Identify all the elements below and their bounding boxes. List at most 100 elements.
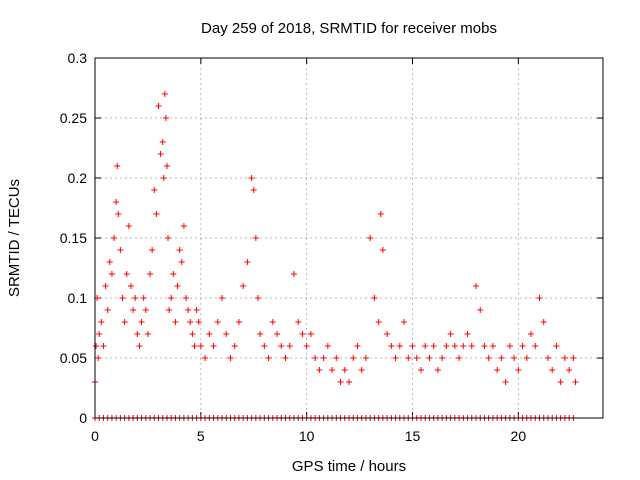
data-point <box>162 115 169 121</box>
data-point <box>121 319 128 325</box>
chart-title: Day 259 of 2018, SRMTID for receiver mob… <box>201 20 497 37</box>
data-point <box>375 319 382 325</box>
data-point <box>362 355 369 361</box>
data-point <box>481 343 488 349</box>
data-point <box>274 331 281 337</box>
data-point <box>286 343 293 349</box>
data-point <box>409 343 416 349</box>
data-point <box>127 283 134 289</box>
data-point <box>100 343 107 349</box>
data-point <box>396 343 403 349</box>
data-point <box>536 295 543 301</box>
data-point <box>125 223 132 229</box>
data-points <box>92 91 579 421</box>
data-point <box>464 331 471 337</box>
data-point <box>252 235 259 241</box>
data-point <box>134 331 141 337</box>
data-point <box>202 355 209 361</box>
data-point <box>290 271 297 277</box>
data-point <box>187 319 194 325</box>
axis-ticks: 0 0.05 0.1 0.15 0.2 0.25 0.3 0 5 10 15 20 <box>60 50 603 444</box>
y-axis-label: SRMTID / TECUs <box>6 179 23 297</box>
data-point <box>254 295 261 301</box>
x-tick-label: 15 <box>405 428 421 444</box>
data-point <box>235 319 242 325</box>
data-point <box>439 355 446 361</box>
data-point <box>456 355 463 361</box>
data-point <box>572 379 579 385</box>
data-point <box>443 343 450 349</box>
data-point <box>358 367 365 373</box>
data-point <box>498 355 505 361</box>
data-point <box>468 343 475 349</box>
data-point <box>113 199 120 205</box>
data-point <box>149 247 156 253</box>
data-point <box>244 259 251 265</box>
data-point <box>506 343 513 349</box>
data-point <box>282 355 289 361</box>
data-point <box>346 379 352 385</box>
data-point <box>189 331 196 337</box>
data-point <box>174 283 181 289</box>
data-point <box>299 331 306 337</box>
data-point <box>102 283 109 289</box>
data-point <box>123 271 130 277</box>
data-point <box>434 367 441 373</box>
data-point <box>561 355 568 361</box>
data-point <box>350 355 357 361</box>
data-point <box>117 247 124 253</box>
data-point <box>489 343 496 349</box>
data-point <box>111 235 118 241</box>
data-point <box>227 355 234 361</box>
data-point <box>540 319 547 325</box>
data-point <box>130 307 137 313</box>
data-point <box>106 259 113 265</box>
data-point <box>219 295 225 301</box>
data-point <box>460 343 467 349</box>
data-point <box>544 355 551 361</box>
data-point <box>178 259 185 265</box>
data-point <box>180 223 187 229</box>
data-point <box>166 307 173 313</box>
data-point <box>337 379 344 385</box>
data-point <box>519 343 526 349</box>
y-tick-label: 0.05 <box>60 350 87 366</box>
data-point <box>377 211 384 217</box>
data-point <box>223 331 230 337</box>
data-point <box>388 343 395 349</box>
x-tick-label: 5 <box>197 428 205 444</box>
data-point <box>341 367 348 373</box>
data-point <box>185 307 192 313</box>
data-point <box>422 343 429 349</box>
data-point <box>159 139 166 145</box>
data-point <box>261 343 268 349</box>
data-point <box>136 343 143 349</box>
data-point <box>265 355 272 361</box>
y-tick-label: 0.1 <box>68 290 88 306</box>
data-point <box>426 355 433 361</box>
y-tick-label: 0 <box>79 410 87 426</box>
data-point <box>138 319 145 325</box>
data-point <box>95 355 102 361</box>
data-point <box>176 247 183 253</box>
data-point <box>451 343 458 349</box>
data-point <box>114 163 121 169</box>
x-tick-label: 0 <box>91 428 99 444</box>
x-tick-label: 10 <box>299 428 315 444</box>
data-point <box>250 187 257 193</box>
data-point <box>153 211 160 217</box>
data-point <box>132 295 139 301</box>
y-tick-label: 0.3 <box>68 50 88 66</box>
y-tick-label: 0.25 <box>60 110 87 126</box>
data-point <box>473 283 479 289</box>
data-point <box>566 367 573 373</box>
data-point <box>140 295 147 301</box>
plot-frame <box>94 57 604 419</box>
data-point <box>413 355 420 361</box>
data-point <box>515 367 522 373</box>
data-point <box>312 355 319 361</box>
data-point <box>329 367 336 373</box>
data-point <box>210 343 217 349</box>
data-point <box>417 367 424 373</box>
